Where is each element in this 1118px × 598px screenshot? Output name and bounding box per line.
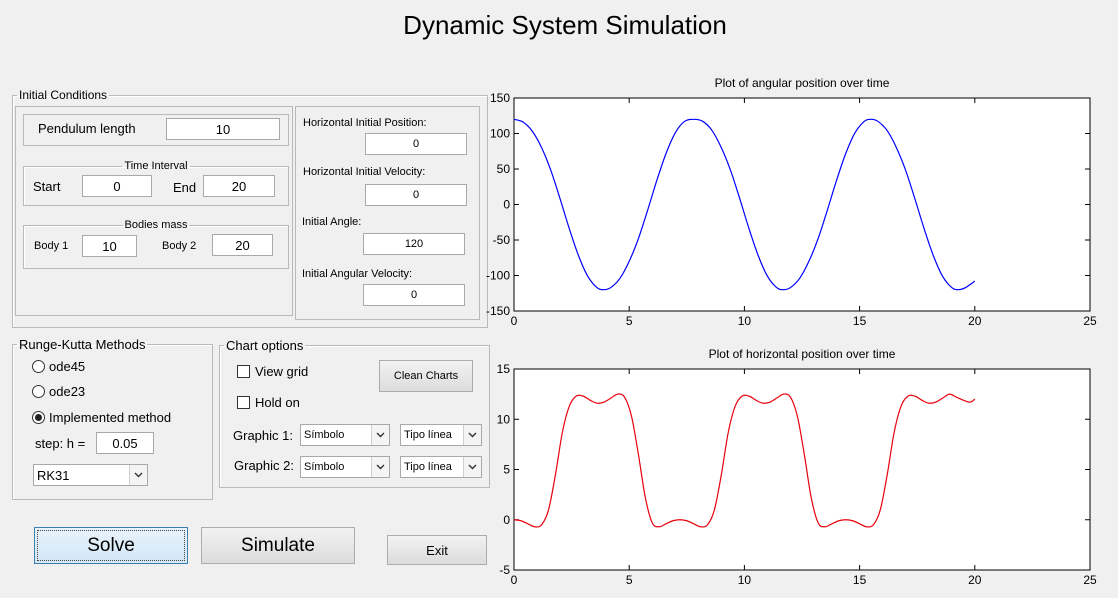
initial-conditions-panel: Initial Conditions [12, 88, 488, 328]
time-interval-legend: Time Interval [124, 160, 188, 172]
start-label: Start [33, 179, 61, 194]
chart-options-legend: Chart options [226, 338, 304, 353]
end-input[interactable] [203, 175, 275, 197]
chart-angular-series-line [513, 118, 976, 291]
graphic2-line-type-value: Tipo línea [404, 461, 452, 473]
ode45-radio[interactable] [32, 360, 45, 373]
chart-horizontal-xtick-label: 5 [626, 573, 633, 587]
step-input[interactable] [96, 432, 154, 454]
right-conditions-block [295, 106, 480, 320]
hold-on-checkbox[interactable] [237, 396, 250, 409]
chart-angular-title: Plot of angular position over time [715, 76, 890, 90]
angular-velocity-input[interactable] [363, 284, 465, 306]
horizontal-position-label: Horizontal Initial Position: [303, 117, 427, 129]
chart-horizontal-ytick-label: -5 [499, 563, 510, 577]
horizontal-velocity-input[interactable] [365, 184, 467, 206]
initial-angle-label: Initial Angle: [302, 216, 362, 228]
chevron-down-icon[interactable] [371, 457, 389, 477]
pendulum-length-input[interactable] [166, 118, 280, 140]
pendulum-length-box [23, 114, 289, 146]
runge-kutta-legend: Runge-Kutta Methods [19, 337, 146, 352]
body2-label: Body 2 [162, 240, 197, 252]
clean-charts-button[interactable]: Clean Charts [379, 360, 473, 392]
implemented-method-radio[interactable] [32, 411, 45, 424]
runge-kutta-panel: Runge-Kutta Methods [12, 337, 213, 500]
body2-input[interactable] [212, 234, 273, 256]
chart-angular-ytick-label: -150 [486, 304, 510, 318]
simulate-label: Simulate [241, 534, 315, 556]
ode23-label: ode23 [49, 384, 86, 399]
view-grid-checkbox[interactable] [237, 365, 250, 378]
ode23-radio[interactable] [32, 385, 45, 398]
initial-angle-input[interactable] [363, 233, 465, 255]
chart-horizontal-xtick-label: 10 [738, 573, 752, 587]
chevron-down-icon[interactable] [463, 457, 481, 477]
chart-horizontal-title: Plot of horizontal position over time [709, 347, 896, 361]
chart-angular-xtick-label: 0 [511, 314, 518, 328]
chart-horizontal-xtick-label: 25 [1083, 573, 1097, 587]
graphic1-symbol-select[interactable]: Símbolo [300, 424, 390, 446]
bodies-mass-legend: Bodies mass [124, 219, 188, 231]
exit-button[interactable]: Exit [387, 535, 487, 565]
graphic1-line-type-select[interactable]: Tipo línea [400, 424, 482, 446]
chart-angular-xtick-label: 5 [626, 314, 633, 328]
chart-angular-ytick-label: 100 [490, 127, 510, 141]
chevron-down-icon[interactable] [371, 425, 389, 445]
angular-velocity-label: Initial Angular Velocity: [302, 268, 413, 280]
chart-horizontal-ytick-label: 10 [497, 412, 511, 426]
chart-horizontal-xtick-label: 20 [968, 573, 982, 587]
exit-label: Exit [426, 542, 448, 558]
chart-angular-ytick-label: 0 [503, 198, 510, 212]
chart-horizontal-axes [513, 368, 1091, 571]
pendulum-length-label: Pendulum length [38, 121, 136, 136]
chart-angular-xtick-label: 10 [738, 314, 752, 328]
graphic2-symbol-value: Símbolo [304, 461, 345, 473]
horizontal-position-input[interactable] [365, 133, 467, 155]
time-interval-group: Time Interval [23, 160, 289, 206]
chart-horizontal-ytick-label: 5 [503, 463, 510, 477]
chart-angular-xtick-label: 20 [968, 314, 982, 328]
end-label: End [173, 180, 197, 195]
clean-charts-label: Clean Charts [393, 370, 459, 382]
graphic2-symbol-select[interactable]: Símbolo [300, 456, 390, 478]
chevron-down-icon[interactable] [463, 425, 481, 445]
view-grid-label: View grid [255, 364, 309, 379]
app-title: Dynamic System Simulation [403, 10, 727, 40]
body1-label: Body 1 [34, 240, 69, 252]
horizontal-velocity-label: Horizontal Initial Velocity: [303, 166, 426, 178]
bodies-mass-group: Bodies mass [23, 219, 289, 269]
graphic2-line-type-select[interactable]: Tipo línea [400, 456, 482, 478]
chart-angular-ytick-label: 50 [497, 162, 511, 176]
body1-input[interactable] [82, 235, 137, 257]
chart-angular-ytick-label: 150 [490, 91, 510, 105]
initial-conditions-legend: Initial Conditions [19, 88, 108, 102]
graphic1-label: Graphic 1: [233, 428, 293, 443]
chart-horizontal-xtick-label: 15 [853, 573, 867, 587]
step-label: step: h = [35, 436, 86, 451]
graphic1-symbol-value: Símbolo [304, 429, 345, 441]
graphic2-label: Graphic 2: [234, 458, 294, 473]
chart-angular-ytick-label: -50 [493, 233, 511, 247]
graphic1-line-type-value: Tipo línea [404, 429, 452, 441]
implemented-method-label: Implemented method [49, 410, 172, 425]
chart-horizontal-xtick-label: 0 [511, 573, 518, 587]
method-select[interactable]: RK31 [33, 464, 148, 486]
chart-horizontal-ytick-label: 0 [503, 513, 510, 527]
chart-angular-xtick-label: 25 [1083, 314, 1097, 328]
chart-angular-xtick-label: 15 [853, 314, 867, 328]
chart-options-panel: Chart options [219, 338, 490, 488]
start-input[interactable] [82, 175, 152, 197]
chart-angular-axes [513, 97, 1091, 312]
chart-horizontal-series-line [513, 393, 976, 528]
simulate-button[interactable]: Simulate [201, 527, 355, 564]
chart-angular-ytick-label: -100 [486, 269, 510, 283]
chevron-down-icon[interactable] [129, 465, 147, 485]
ode45-label: ode45 [49, 359, 86, 374]
method-select-value: RK31 [37, 468, 70, 483]
solve-button[interactable]: Solve [34, 527, 188, 564]
left-conditions-block [15, 106, 293, 316]
hold-on-label: Hold on [255, 395, 300, 410]
chart-horizontal-ytick-label: 15 [497, 362, 511, 376]
